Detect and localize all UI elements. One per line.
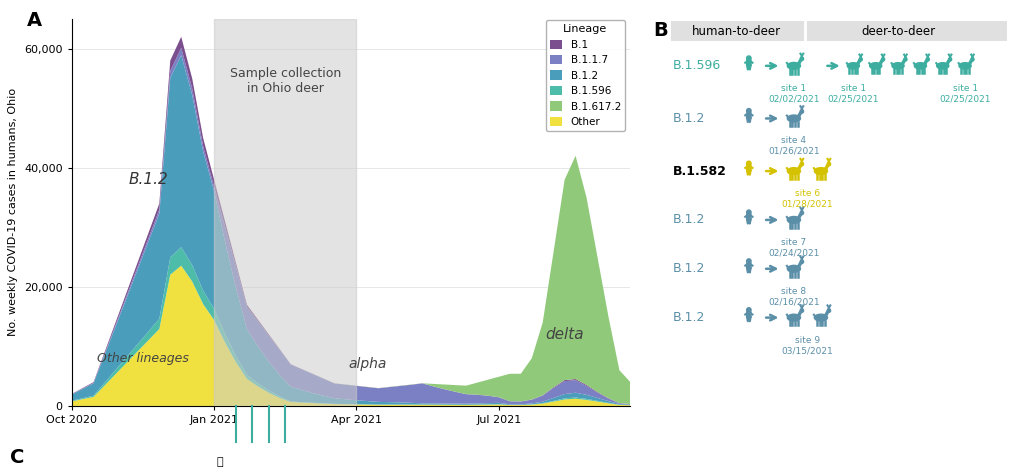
Text: B.1.2: B.1.2 [128, 172, 168, 187]
Ellipse shape [847, 63, 859, 69]
Text: delta: delta [546, 327, 584, 342]
Circle shape [800, 309, 804, 312]
Bar [672, 21, 1007, 42]
Text: Other lineages: Other lineages [97, 352, 188, 365]
Circle shape [971, 58, 974, 61]
Circle shape [746, 56, 751, 60]
Circle shape [746, 109, 751, 113]
Text: deer-to-deer: deer-to-deer [861, 25, 936, 38]
Ellipse shape [787, 115, 801, 122]
Y-axis label: No. weekly COVID-19 cases in humans, Ohio: No. weekly COVID-19 cases in humans, Ohi… [8, 88, 18, 337]
Ellipse shape [814, 314, 827, 321]
Ellipse shape [787, 265, 801, 272]
Ellipse shape [787, 314, 801, 321]
Text: Sample collection
in Ohio deer: Sample collection in Ohio deer [229, 67, 341, 94]
Text: site 1
02/25/2021: site 1 02/25/2021 [939, 84, 991, 103]
Text: site 1
02/25/2021: site 1 02/25/2021 [827, 84, 880, 103]
Ellipse shape [937, 63, 949, 69]
Text: site 8
02/16/2021: site 8 02/16/2021 [768, 287, 819, 306]
Circle shape [746, 210, 751, 215]
Circle shape [800, 57, 804, 60]
Text: site 7
02/24/2021: site 7 02/24/2021 [768, 238, 819, 257]
Circle shape [800, 211, 804, 215]
Ellipse shape [892, 63, 904, 69]
Circle shape [882, 58, 885, 61]
Text: site 9
03/15/2021: site 9 03/15/2021 [781, 336, 834, 355]
Text: B.1.582: B.1.582 [673, 165, 727, 177]
Circle shape [746, 161, 751, 166]
Ellipse shape [869, 63, 882, 69]
Text: B.1.596: B.1.596 [673, 59, 721, 72]
Circle shape [926, 58, 930, 61]
Circle shape [827, 309, 830, 312]
FancyBboxPatch shape [746, 263, 751, 269]
Circle shape [948, 58, 951, 61]
Circle shape [859, 58, 862, 61]
Circle shape [800, 110, 804, 113]
Circle shape [827, 162, 830, 166]
Text: A: A [27, 11, 42, 30]
FancyBboxPatch shape [746, 165, 751, 171]
Ellipse shape [959, 63, 971, 69]
Ellipse shape [787, 217, 801, 223]
Text: C: C [10, 448, 25, 467]
Text: alpha: alpha [348, 357, 387, 371]
Ellipse shape [787, 168, 801, 175]
Text: human-to-deer: human-to-deer [691, 25, 780, 38]
Text: site 6
01/28/2021: site 6 01/28/2021 [781, 189, 834, 209]
Bar [214, 19, 356, 406]
Circle shape [800, 162, 804, 166]
Text: B: B [653, 21, 668, 40]
FancyBboxPatch shape [746, 214, 751, 220]
Circle shape [746, 259, 751, 263]
Text: B.1.2: B.1.2 [673, 262, 706, 275]
Ellipse shape [814, 168, 827, 175]
FancyBboxPatch shape [746, 113, 751, 118]
Ellipse shape [914, 63, 927, 69]
Text: B.1.2: B.1.2 [673, 112, 706, 125]
Circle shape [800, 260, 804, 263]
FancyBboxPatch shape [746, 60, 751, 66]
Text: site 1
02/02/2021: site 1 02/02/2021 [768, 84, 819, 103]
Legend: B.1, B.1.1.7, B.1.2, B.1.596, B.1.617.2, Other: B.1, B.1.1.7, B.1.2, B.1.596, B.1.617.2,… [546, 20, 625, 131]
FancyBboxPatch shape [746, 312, 751, 318]
Text: B.1.2: B.1.2 [673, 311, 706, 324]
Text: site 4
01/26/2021: site 4 01/26/2021 [768, 136, 819, 156]
Text: B.1.2: B.1.2 [673, 213, 706, 227]
Ellipse shape [787, 62, 801, 69]
Text: 🦌: 🦌 [216, 456, 223, 466]
Circle shape [746, 308, 751, 312]
Circle shape [904, 58, 907, 61]
